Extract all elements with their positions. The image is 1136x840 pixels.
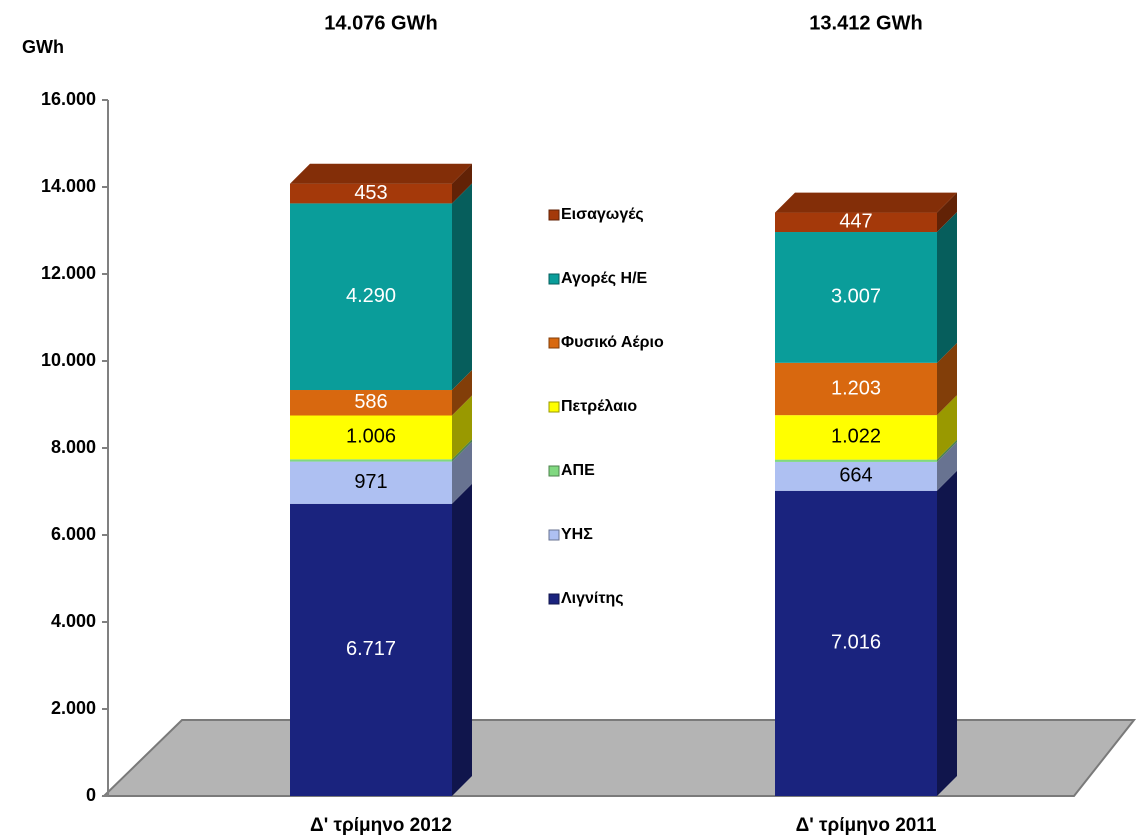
bar-segment	[775, 232, 937, 363]
y-tick-label: 6.000	[51, 524, 96, 544]
bar-side	[937, 439, 957, 462]
bar-side	[937, 192, 957, 233]
y-tick-label: 0	[86, 785, 96, 805]
x-tick-label: Δ' τρίμηνο 2012	[310, 815, 452, 836]
bar-segment	[775, 490, 937, 796]
legend-label: ΑΠΕ	[561, 462, 595, 479]
data-label: 1.203	[831, 377, 881, 399]
bar-side	[937, 342, 957, 416]
data-label: 4.290	[346, 285, 396, 307]
legend-label: Αγορές Η/Ε	[561, 270, 648, 287]
y-tick-label: 10.000	[41, 350, 96, 370]
legend-marker	[548, 465, 560, 477]
bar-segment	[775, 459, 937, 462]
bar-side	[452, 183, 472, 391]
legend-marker	[548, 529, 560, 541]
data-label: 1.022	[831, 426, 881, 448]
bar-segment	[290, 461, 452, 504]
data-label: 447	[839, 211, 872, 233]
legend-label: Πετρέλαιο	[561, 398, 637, 415]
bar-segment	[775, 415, 937, 460]
bar-side	[452, 370, 472, 416]
y-tick-label: 4.000	[51, 611, 96, 631]
data-label: 6.717	[346, 638, 396, 660]
legend-marker	[548, 401, 560, 413]
bar-segment	[290, 503, 452, 796]
legend-label: Εισαγωγές	[561, 206, 644, 223]
y-tick-label: 14.000	[41, 176, 96, 196]
y-tick-label: 8.000	[51, 437, 96, 457]
bar-side	[452, 483, 472, 796]
bar-side	[937, 441, 957, 491]
data-label: 586	[354, 391, 387, 413]
bar-side	[937, 212, 957, 363]
legend-marker	[548, 593, 560, 605]
legend-label: ΥΗΣ	[561, 526, 593, 543]
bar-side	[937, 395, 957, 460]
legend-marker	[548, 273, 560, 285]
bar-segment	[775, 461, 937, 491]
y-tick-label: 12.000	[41, 263, 96, 283]
bar-side	[452, 395, 472, 460]
bar-top	[775, 192, 957, 213]
data-label: 3.007	[831, 286, 881, 308]
y-axis-label: GWh	[22, 37, 64, 57]
bar-segment	[775, 362, 937, 416]
bar-top	[290, 163, 472, 184]
total-label: 14.076 GWh	[324, 12, 437, 34]
legend-label: Φυσικό Αέριο	[561, 334, 664, 351]
data-label: 453	[354, 182, 387, 204]
bar-segment	[290, 390, 452, 416]
y-tick-label: 2.000	[51, 698, 96, 718]
legend-label: Λιγνίτης	[561, 590, 624, 607]
legend-marker	[548, 337, 560, 349]
data-label: 1.006	[346, 426, 396, 448]
legend-marker	[548, 209, 560, 221]
floor	[101, 719, 1136, 797]
bar-side	[452, 163, 472, 204]
total-label: 13.412 GWh	[809, 12, 922, 34]
data-label: 664	[839, 465, 872, 487]
bar-segment	[290, 183, 452, 204]
bar-segment	[290, 203, 452, 391]
data-label: 971	[354, 471, 387, 493]
data-label: 7.016	[831, 632, 881, 654]
bar-side	[452, 439, 472, 462]
x-tick-label: Δ' τρίμηνο 2011	[796, 815, 937, 836]
bar-segment	[290, 459, 452, 462]
bar-segment	[290, 415, 452, 460]
bar-side	[452, 441, 472, 504]
bar-side	[937, 470, 957, 796]
y-tick-label: 16.000	[41, 89, 96, 109]
bar-segment	[775, 212, 937, 233]
